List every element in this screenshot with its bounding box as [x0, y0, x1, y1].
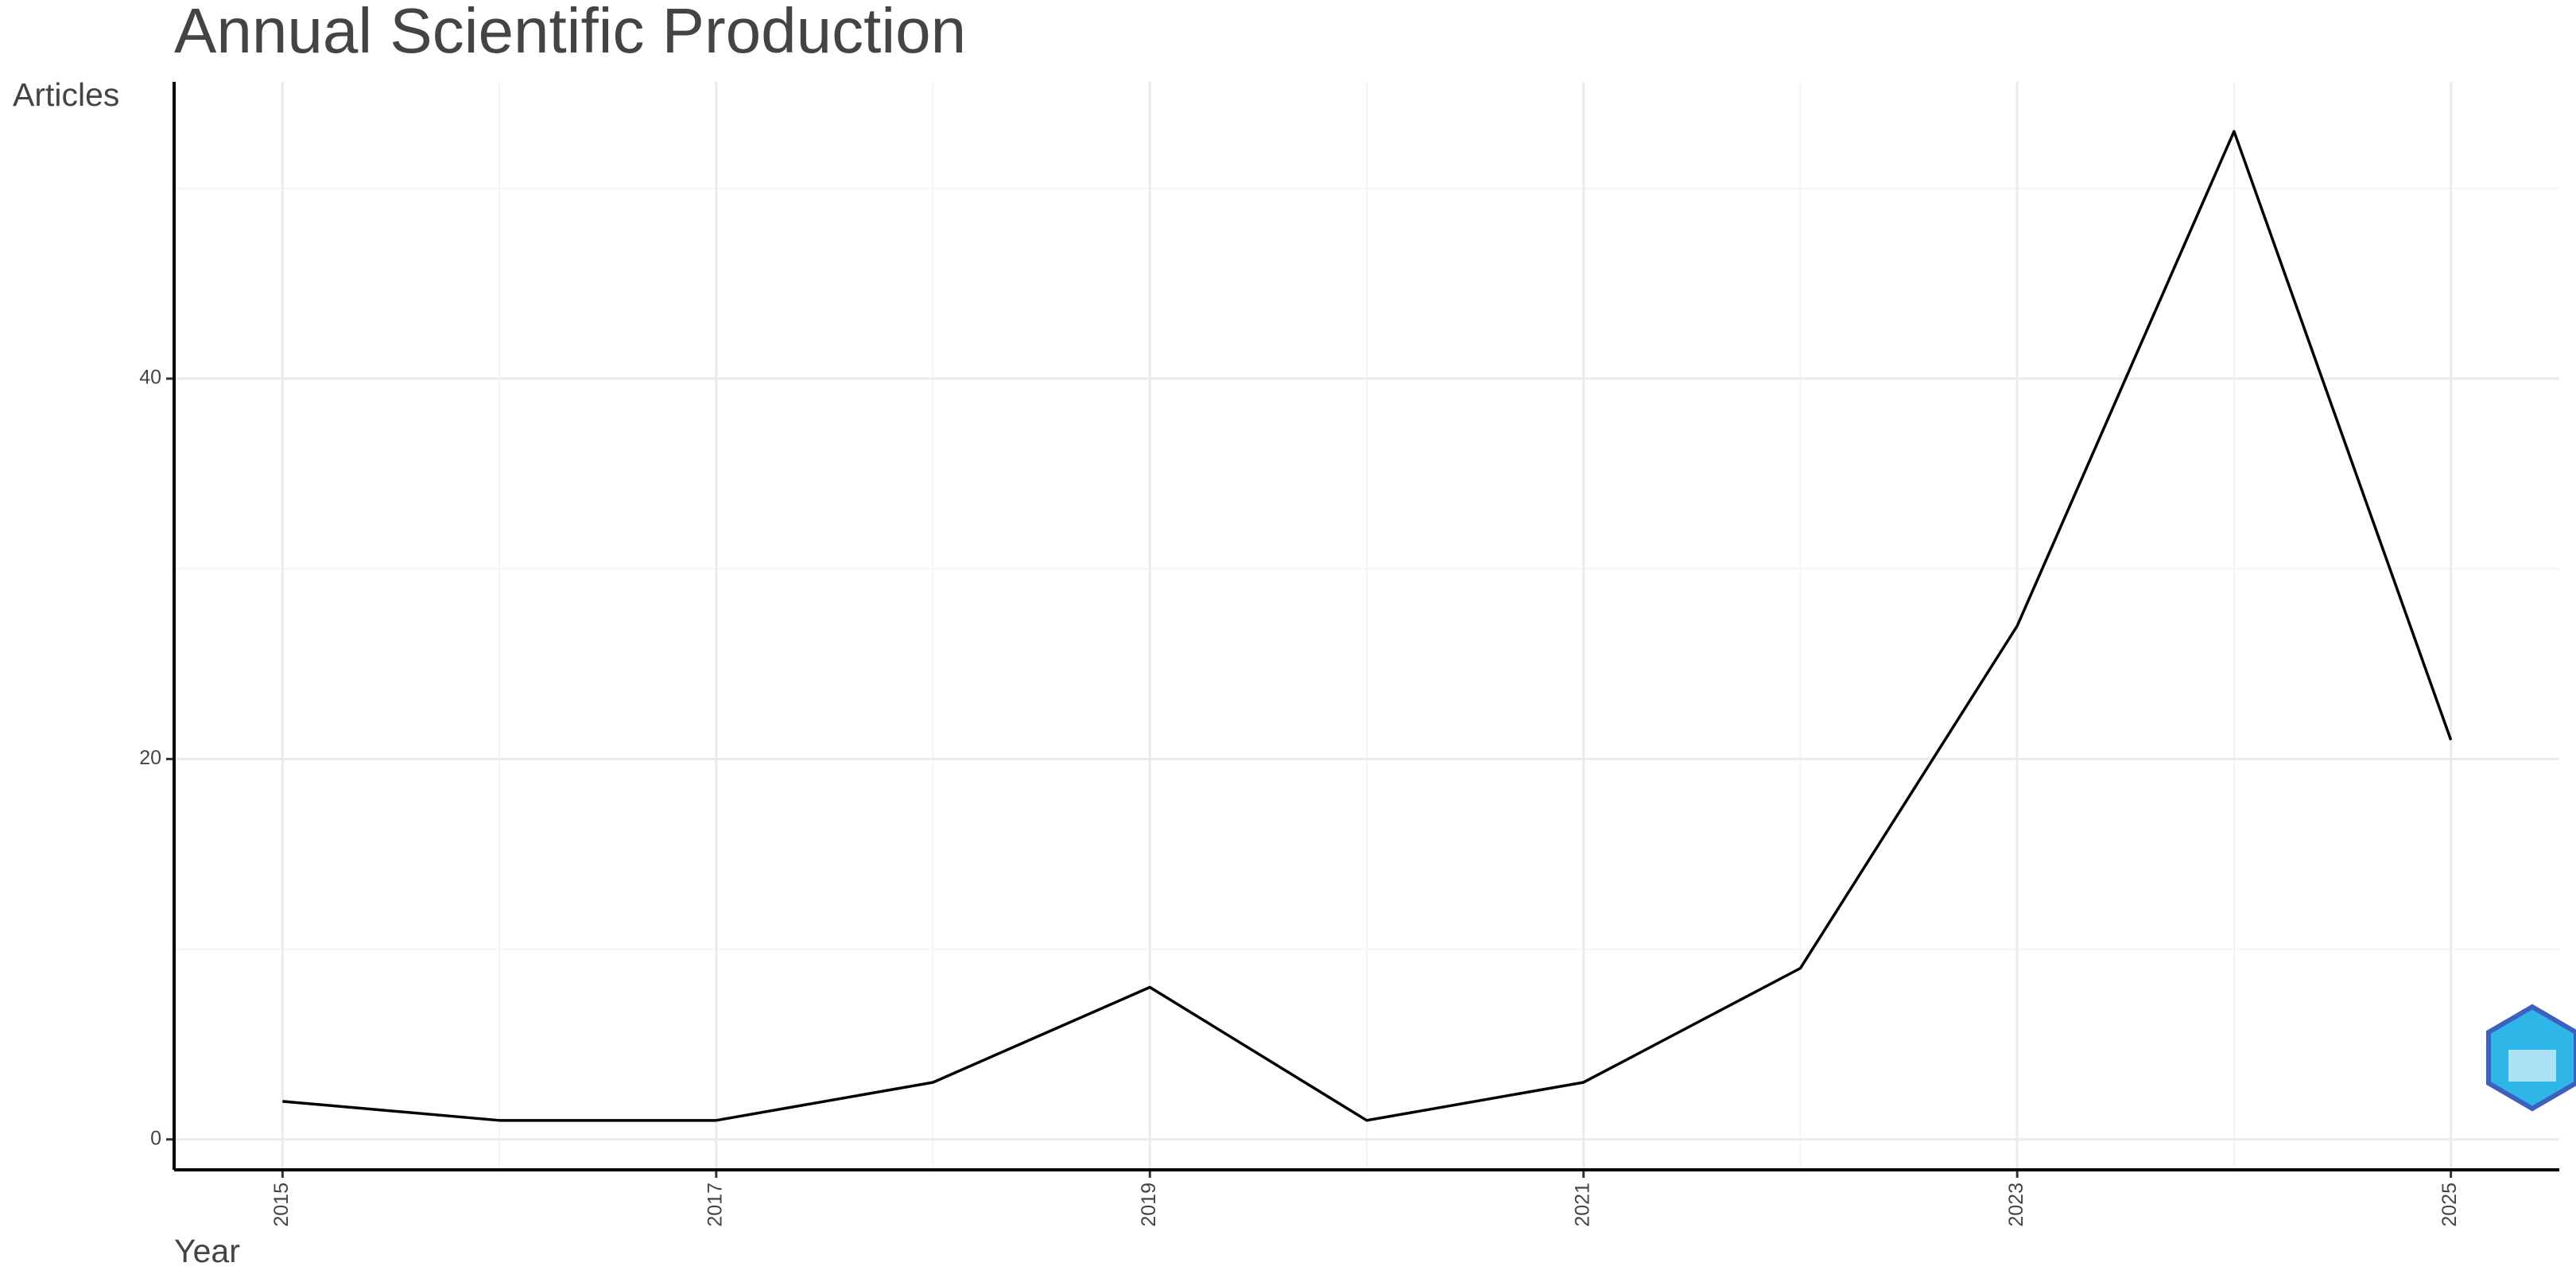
- grid: [174, 82, 2559, 1170]
- y-tick-label: 0: [150, 1127, 161, 1149]
- y-tick-label: 40: [139, 367, 161, 389]
- x-tick-label: 2025: [2438, 1183, 2461, 1227]
- y-tick-label: 20: [139, 747, 161, 769]
- x-tick-label: 2019: [1138, 1183, 1160, 1227]
- data-line: [282, 130, 2453, 1122]
- x-axis-label: Year: [174, 1233, 240, 1269]
- x-tick-label: 2017: [704, 1183, 726, 1227]
- chart-title: Annual Scientific Production: [174, 0, 966, 66]
- x-tick-label: 2021: [1571, 1183, 1593, 1227]
- x-tick-label: 2023: [2005, 1183, 2027, 1227]
- x-tick-label: 2015: [270, 1183, 293, 1227]
- logo: [2486, 1004, 2576, 1112]
- y-axis-label: Articles: [13, 76, 119, 113]
